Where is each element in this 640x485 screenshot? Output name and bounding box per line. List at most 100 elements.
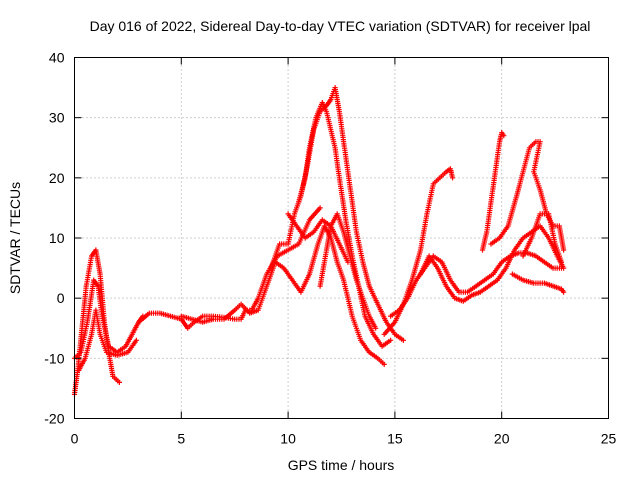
- data-point: [159, 312, 161, 315]
- data-point: [485, 231, 488, 233]
- data-point: [389, 315, 392, 318]
- data-point: [92, 279, 95, 281]
- data-point: [330, 128, 332, 131]
- series-track-3: [76, 307, 139, 373]
- series-track-9: [285, 211, 351, 265]
- series-track-13: [479, 130, 507, 253]
- x-tick-label: 10: [280, 431, 296, 447]
- data-point: [81, 327, 83, 330]
- data-point: [560, 261, 563, 263]
- data-point: [319, 285, 321, 287]
- data-point: [317, 243, 319, 245]
- data-point: [522, 171, 524, 173]
- x-tick-label: 15: [387, 431, 403, 447]
- data-point: [558, 225, 561, 227]
- data-point: [287, 249, 289, 251]
- data-point: [287, 213, 289, 215]
- data-point: [265, 285, 268, 287]
- data-point: [308, 219, 311, 221]
- series-markers: [178, 223, 387, 367]
- data-point: [445, 171, 447, 173]
- data-point: [462, 300, 465, 302]
- data-point: [554, 243, 556, 245]
- data-point: [148, 312, 151, 315]
- data-point: [532, 171, 535, 173]
- data-point: [180, 315, 183, 318]
- data-point: [107, 345, 110, 348]
- data-point: [368, 351, 371, 354]
- data-point: [385, 321, 388, 324]
- data-point: [374, 327, 377, 330]
- data-point: [383, 333, 386, 336]
- data-point: [287, 243, 289, 245]
- data-point: [270, 267, 272, 269]
- data-point: [291, 279, 294, 281]
- data-point: [517, 252, 520, 254]
- data-point: [77, 369, 80, 372]
- series-track-16: [520, 211, 565, 265]
- data-point: [248, 312, 251, 315]
- data-point: [539, 225, 541, 227]
- data-point: [500, 131, 503, 134]
- data-point: [466, 291, 469, 293]
- data-point: [240, 303, 242, 305]
- data-point: [300, 291, 302, 293]
- y-axis-label: SDTVAR / TECUs: [7, 182, 23, 294]
- data-point: [347, 261, 349, 263]
- data-point: [389, 339, 392, 342]
- series-track-4: [136, 205, 323, 331]
- series-track-14: [488, 139, 567, 253]
- data-point: [513, 249, 516, 251]
- data-point: [535, 140, 537, 143]
- data-point: [539, 140, 541, 143]
- series-markers: [381, 166, 456, 337]
- data-point: [137, 321, 140, 324]
- data-point: [101, 315, 104, 318]
- data-point: [297, 201, 300, 203]
- data-point: [453, 297, 456, 299]
- series-track-10: [381, 166, 456, 337]
- data-point: [308, 146, 311, 149]
- data-point: [398, 309, 400, 312]
- data-point: [342, 279, 345, 281]
- data-point: [336, 213, 339, 215]
- data-point: [97, 285, 99, 287]
- data-point: [432, 255, 435, 257]
- data-point: [539, 213, 541, 215]
- data-point: [223, 318, 225, 321]
- data-point: [338, 110, 341, 113]
- data-point: [562, 249, 565, 251]
- data-point: [349, 255, 351, 257]
- data-point: [552, 267, 554, 269]
- data-point: [562, 291, 565, 293]
- data-point: [411, 279, 413, 281]
- data-point: [342, 140, 345, 143]
- data-point: [415, 279, 418, 281]
- data-point: [90, 333, 93, 336]
- data-point: [547, 237, 550, 239]
- data-point: [368, 285, 371, 287]
- data-point: [372, 333, 375, 336]
- data-point: [535, 255, 537, 257]
- data-point: [304, 237, 306, 239]
- axis-ticks: 0 5 10 15 20 25 -20 -10 0 10 20 30 40: [44, 50, 616, 447]
- data-point: [490, 243, 492, 245]
- data-point: [95, 309, 97, 312]
- series-markers: [509, 271, 567, 295]
- data-point: [135, 339, 138, 342]
- data-point: [325, 110, 328, 113]
- series-track-5: [178, 223, 387, 367]
- data-point: [84, 357, 86, 360]
- data-point: [312, 231, 315, 233]
- data-point: [498, 140, 501, 143]
- data-point: [402, 339, 405, 342]
- data-point: [330, 98, 332, 101]
- data-point: [394, 321, 396, 324]
- data-point: [445, 285, 447, 287]
- data-point: [334, 86, 336, 89]
- data-point: [488, 285, 490, 287]
- x-tick-label: 0: [71, 431, 79, 447]
- data-point: [351, 315, 353, 318]
